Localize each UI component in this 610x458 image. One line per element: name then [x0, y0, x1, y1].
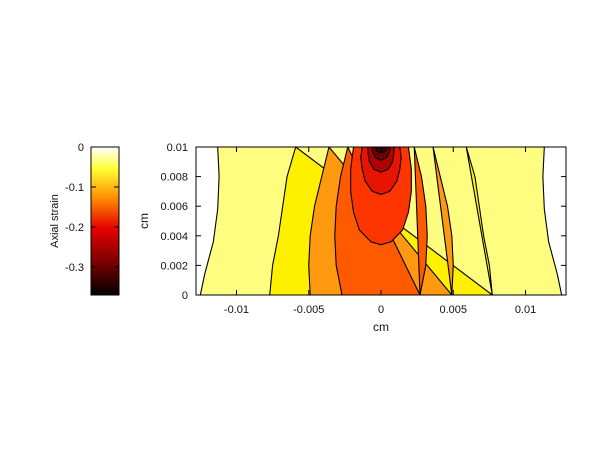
- colorbar-gradient: [90, 146, 120, 296]
- contour-bands: [199, 147, 563, 295]
- colorbar: 0 -0.1 -0.2 -0.3 Axial strain: [49, 142, 120, 296]
- x-tick-label: 0: [378, 304, 384, 316]
- x-tick-label: -0.01: [224, 304, 249, 316]
- x-axis-label: cm: [373, 320, 389, 334]
- y-tick-label: 0.004: [160, 231, 188, 243]
- x-tick-label: -0.005: [293, 304, 324, 316]
- x-tick-label: 0.01: [515, 304, 536, 316]
- contour-plot-area: -0.01 -0.005 0 0.005 0.01 0 0.002 0.004 0.006 0.…: [137, 142, 567, 334]
- y-axis-label: cm: [137, 213, 151, 229]
- y-tick-label: 0.01: [167, 142, 188, 154]
- colorbar-tick-label: -0.1: [65, 182, 84, 194]
- colorbar-ticks: 0 -0.1 -0.2 -0.3: [65, 142, 119, 274]
- y-tick-label: 0.006: [160, 201, 188, 213]
- y-tick-label: 0: [182, 290, 188, 302]
- colorbar-label: Axial strain: [49, 194, 61, 248]
- colorbar-tick-label: -0.2: [65, 222, 84, 234]
- x-axis-ticks: -0.01 -0.005 0 0.005 0.01: [224, 147, 536, 316]
- colorbar-tick-label: 0: [78, 142, 84, 154]
- y-tick-label: 0.002: [160, 260, 188, 272]
- x-tick-label: 0.005: [440, 304, 468, 316]
- colorbar-tick-label: -0.3: [65, 262, 84, 274]
- y-tick-label: 0.008: [160, 172, 188, 184]
- y-axis-ticks: 0 0.002 0.004 0.006 0.008 0.01: [160, 142, 566, 302]
